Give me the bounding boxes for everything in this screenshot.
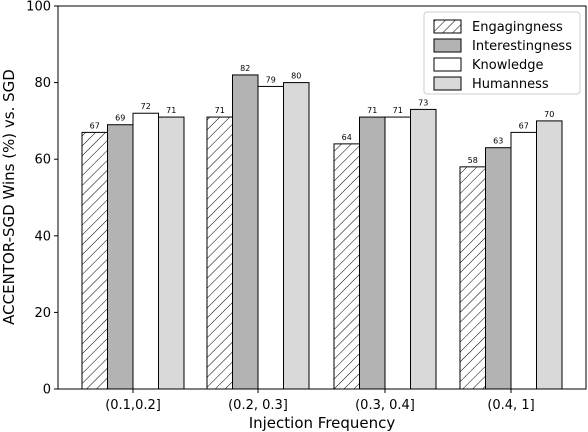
bar (81, 131, 108, 390)
data-label: 73 (418, 98, 428, 107)
y-tick-label: 0 (43, 383, 51, 398)
legend-label: Humanness (472, 77, 549, 92)
bar (384, 116, 411, 390)
x-tick-label: (0.3, 0.4] (355, 398, 415, 413)
data-label: 71 (393, 106, 403, 115)
x-axis-label: Injection Frequency (249, 414, 396, 432)
data-label: 69 (115, 114, 125, 123)
bar (232, 74, 259, 390)
legend-swatch (433, 76, 462, 91)
legend-label: Engagingness (472, 20, 563, 35)
legend-box (423, 11, 581, 95)
bar (257, 85, 284, 390)
axes-frame (57, 5, 587, 390)
bar (132, 112, 159, 390)
x-tick-label: (0.1,0.2] (105, 398, 161, 413)
bar (359, 116, 386, 390)
bar (536, 120, 563, 390)
data-label: 70 (544, 110, 554, 119)
y-axis-label: ACCENTOR-SGD Wins (%) vs. SGD (0, 69, 18, 325)
legend: Engagingness Interestingness Knowledge Huma… (423, 11, 581, 95)
bar (158, 116, 185, 390)
legend-label: Interestingness (472, 39, 572, 54)
bar (333, 143, 360, 390)
legend-swatch (433, 38, 462, 53)
y-tick-label: 20 (34, 306, 51, 321)
y-tick-label: 80 (34, 76, 51, 91)
data-label: 80 (291, 72, 301, 81)
data-label: 79 (266, 75, 276, 84)
legend-swatch (433, 19, 462, 34)
data-label: 64 (342, 133, 352, 142)
data-label: 67 (519, 121, 529, 130)
legend-swatch (433, 57, 462, 72)
bar (283, 82, 310, 390)
bar (510, 131, 537, 390)
data-label: 58 (468, 156, 478, 165)
bar (459, 166, 486, 390)
bar (410, 108, 437, 390)
data-label: 72 (141, 102, 151, 111)
data-label: 63 (493, 137, 503, 146)
bar (485, 147, 512, 390)
y-tick-label: 40 (34, 229, 51, 244)
x-tick-label: (0.4, 1] (487, 398, 534, 413)
bar (107, 124, 134, 390)
data-label: 82 (240, 64, 250, 73)
legend-label: Knowledge (472, 58, 543, 73)
data-label: 67 (90, 121, 100, 130)
data-label: 71 (367, 106, 377, 115)
y-tick-label: 60 (34, 153, 51, 168)
x-tick-label: (0.2, 0.3] (228, 398, 288, 413)
data-label: 71 (166, 106, 176, 115)
bar (206, 116, 233, 390)
plot-area: 0 20 40 60 80 100 67 69 72 71 (0.1,0.2] 71 82 79 80 (0.… (26, 0, 587, 413)
data-label: 71 (215, 106, 225, 115)
y-tick-label: 100 (26, 0, 51, 15)
